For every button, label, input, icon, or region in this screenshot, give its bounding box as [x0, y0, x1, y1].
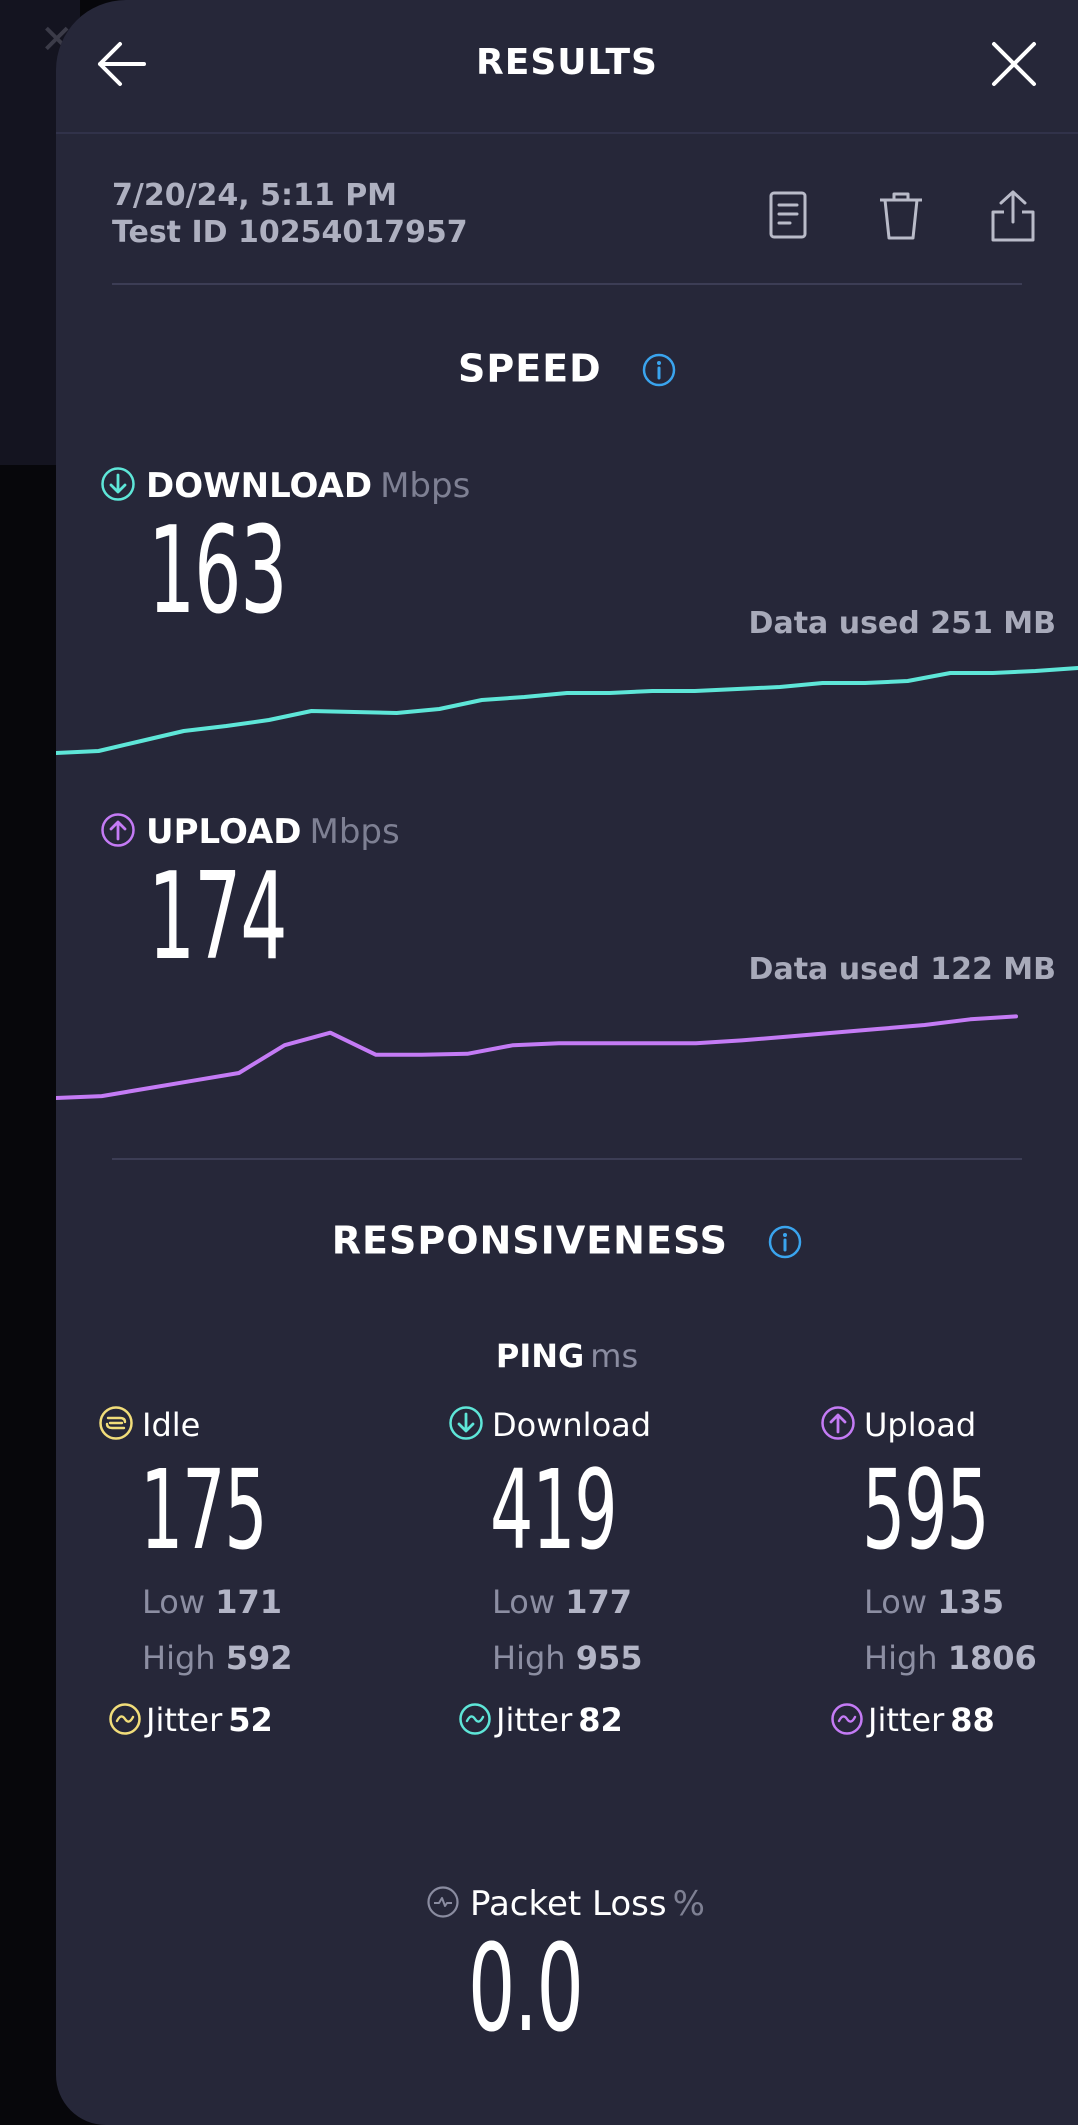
high-label: High — [142, 1639, 216, 1677]
ping-download-low: Low 177 — [492, 1583, 632, 1621]
ping-idle-low: Low 171 — [142, 1583, 282, 1621]
ping-upload: Upload 595 Low 135 High 1806 Jitter 88 — [820, 1405, 1078, 1745]
low-value: 135 — [937, 1583, 1004, 1621]
speed-title-text: SPEED — [458, 346, 602, 391]
ping-upload-low: Low 135 — [864, 1583, 1004, 1621]
responsiveness-info-button[interactable] — [768, 1224, 802, 1258]
ping-upload-high: High 1806 — [864, 1639, 1037, 1677]
packet-loss-label-text: Packet Loss — [470, 1884, 667, 1924]
packet-loss-value: 0.0 — [468, 1920, 584, 2059]
low-value: 171 — [215, 1583, 282, 1621]
ping-download-label: Download — [448, 1405, 651, 1444]
ping-download-high: High 955 — [492, 1639, 643, 1677]
upload-speed-value: 174 — [148, 848, 288, 987]
divider — [112, 1158, 1022, 1160]
ping-download-jitter: Jitter 82 — [458, 1701, 623, 1739]
packet-loss-icon — [426, 1885, 460, 1919]
upload-label: UPLOAD Mbps — [100, 812, 400, 852]
page-title: RESULTS — [476, 42, 658, 83]
high-value: 1806 — [947, 1639, 1037, 1677]
jitter-icon — [830, 1702, 864, 1736]
ping-idle-value: 175 — [140, 1446, 268, 1574]
jitter-label: Jitter — [146, 1701, 223, 1739]
share-button[interactable] — [986, 188, 1040, 244]
ping-upload-label-text: Upload — [864, 1406, 977, 1444]
packet-loss-label: Packet Loss% — [426, 1884, 705, 1924]
download-label: DOWNLOAD Mbps — [100, 466, 470, 506]
share-icon — [991, 190, 1035, 242]
ping-idle-label-text: Idle — [142, 1406, 201, 1444]
test-datetime: 7/20/24, 5:11 PM — [112, 178, 398, 213]
ping-idle-high: High 592 — [142, 1639, 293, 1677]
header: RESULTS — [56, 0, 1078, 134]
back-button[interactable] — [92, 34, 152, 94]
download-graph — [56, 666, 1078, 755]
jitter-icon — [458, 1702, 492, 1736]
ping-title: PING ms — [56, 1337, 1078, 1375]
low-label: Low — [492, 1583, 556, 1621]
high-value: 592 — [225, 1639, 293, 1677]
ping-download: Download 419 Low 177 High 955 Jitter 82 — [448, 1405, 748, 1745]
info-icon — [642, 353, 676, 386]
close-icon — [992, 42, 1036, 86]
arrow-left-icon — [98, 42, 146, 86]
speed-info-button[interactable] — [642, 352, 676, 386]
download-arrow-icon — [448, 1405, 484, 1441]
close-button[interactable] — [984, 34, 1044, 94]
trash-icon — [880, 192, 922, 240]
high-label: High — [864, 1639, 938, 1677]
download-data-used: Data used 251 MB — [748, 606, 1056, 641]
ping-upload-label: Upload — [820, 1405, 976, 1444]
packet-loss-unit: % — [672, 1884, 705, 1924]
download-graph-line — [56, 666, 1078, 755]
upload-unit: Mbps — [309, 812, 400, 852]
speed-title: SPEED — [56, 344, 1078, 391]
jitter-icon — [108, 1702, 142, 1736]
low-value: 177 — [565, 1583, 632, 1621]
jitter-value: 52 — [228, 1701, 273, 1739]
download-speed-value: 163 — [148, 502, 288, 641]
responsiveness-title: RESPONSIVENESS — [56, 1216, 1078, 1263]
jitter-value: 82 — [578, 1701, 623, 1739]
jitter-label: Jitter — [496, 1701, 573, 1739]
ping-idle: Idle 175 Low 171 High 592 Jitter 52 — [98, 1405, 398, 1745]
test-id: Test ID 10254017957 — [112, 215, 468, 250]
idle-icon — [98, 1405, 134, 1441]
jitter-label: Jitter — [868, 1701, 945, 1739]
upload-graph-line — [56, 1014, 1018, 1100]
upload-graph — [56, 1014, 1018, 1100]
ping-idle-label: Idle — [98, 1405, 200, 1444]
high-value: 955 — [575, 1639, 643, 1677]
ping-download-value: 419 — [490, 1446, 618, 1574]
info-icon — [768, 1225, 802, 1258]
responsiveness-title-text: RESPONSIVENESS — [331, 1218, 728, 1263]
jitter-value: 88 — [950, 1701, 995, 1739]
divider — [112, 283, 1022, 285]
high-label: High — [492, 1639, 566, 1677]
ping-unit: ms — [590, 1337, 639, 1375]
upload-arrow-icon — [100, 812, 136, 848]
delete-button[interactable] — [874, 188, 928, 244]
ping-upload-jitter: Jitter 88 — [830, 1701, 995, 1739]
download-label-text: DOWNLOAD — [146, 466, 373, 506]
download-unit: Mbps — [380, 466, 471, 506]
results-sheet: RESULTS 7/20/24, 5:11 PM Test ID 1025401… — [56, 0, 1078, 2125]
upload-label-text: UPLOAD — [146, 812, 302, 852]
upload-arrow-icon — [820, 1405, 856, 1441]
results-details-button[interactable] — [762, 188, 816, 244]
ping-label: PING — [495, 1337, 585, 1375]
ping-upload-value: 595 — [862, 1446, 990, 1574]
download-arrow-icon — [100, 466, 136, 502]
ping-idle-jitter: Jitter 52 — [108, 1701, 273, 1739]
low-label: Low — [864, 1583, 928, 1621]
upload-data-used: Data used 122 MB — [748, 952, 1056, 987]
ping-download-label-text: Download — [492, 1406, 652, 1444]
document-icon — [769, 191, 807, 239]
low-label: Low — [142, 1583, 206, 1621]
